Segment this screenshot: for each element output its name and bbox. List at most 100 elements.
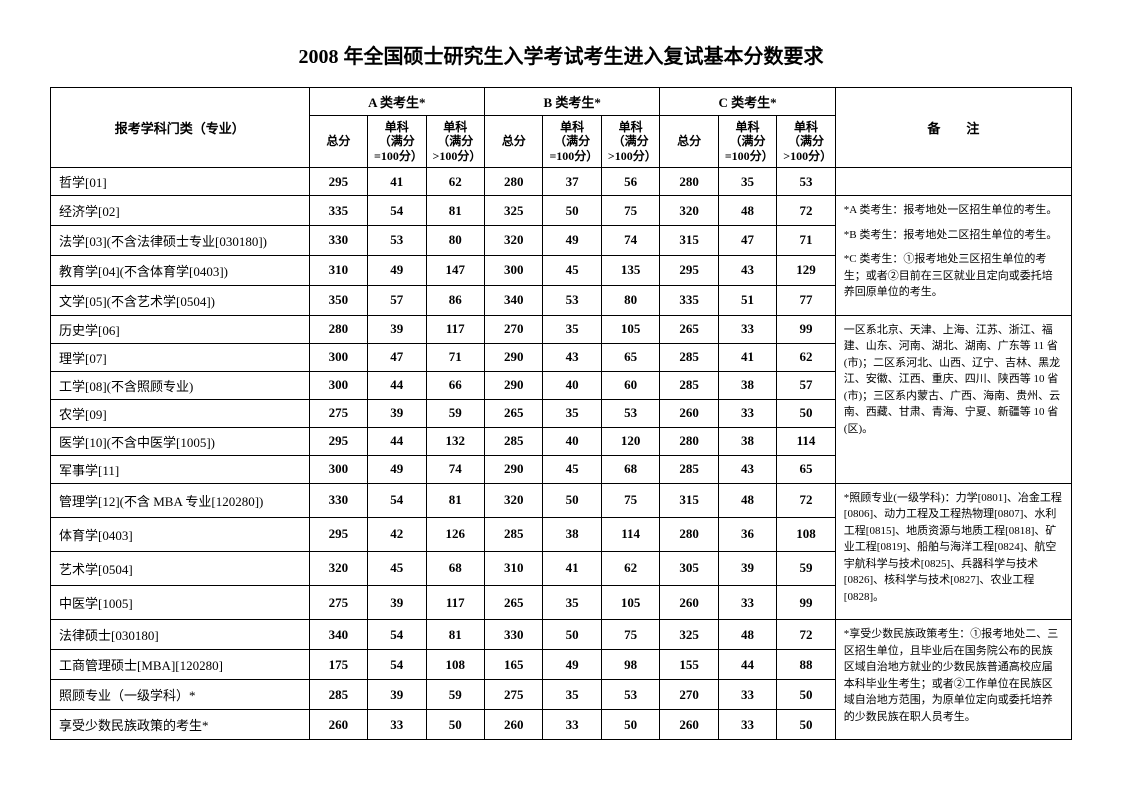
score-cell: 74 xyxy=(601,226,659,256)
score-cell: 129 xyxy=(777,255,836,285)
score-cell: 54 xyxy=(368,483,426,517)
score-cell: 275 xyxy=(309,586,367,620)
score-cell: 260 xyxy=(484,710,542,740)
score-cell: 49 xyxy=(543,650,601,680)
major-cell: 文学[05](不含艺术学[0504]) xyxy=(51,285,310,315)
major-cell: 管理学[12](不含 MBA 专业[120280]) xyxy=(51,483,310,517)
major-cell: 哲学[01] xyxy=(51,168,310,196)
score-cell: 81 xyxy=(426,483,484,517)
table-row: 哲学[01]295416228037562803553 xyxy=(51,168,1072,196)
score-cell: 62 xyxy=(601,551,659,585)
score-cell: 114 xyxy=(601,517,659,551)
score-cell: 72 xyxy=(777,620,836,650)
score-cell: 280 xyxy=(660,517,718,551)
score-cell: 310 xyxy=(484,551,542,585)
score-cell: 47 xyxy=(368,343,426,371)
score-cell: 39 xyxy=(368,315,426,343)
major-cell: 历史学[06] xyxy=(51,315,310,343)
score-cell: 98 xyxy=(601,650,659,680)
score-cell: 285 xyxy=(484,427,542,455)
major-cell: 工商管理硕士[MBA][120280] xyxy=(51,650,310,680)
score-cell: 59 xyxy=(426,399,484,427)
score-cell: 265 xyxy=(660,315,718,343)
score-cell: 50 xyxy=(777,680,836,710)
score-cell: 33 xyxy=(718,586,776,620)
score-cell: 48 xyxy=(718,620,776,650)
score-cell: 44 xyxy=(368,427,426,455)
header-group-b: B 类考生* xyxy=(484,88,659,116)
major-cell: 军事学[11] xyxy=(51,455,310,483)
score-cell: 53 xyxy=(543,285,601,315)
score-cell: 68 xyxy=(426,551,484,585)
score-cell: 335 xyxy=(660,285,718,315)
score-cell: 44 xyxy=(718,650,776,680)
major-cell: 医学[10](不含中医学[1005]) xyxy=(51,427,310,455)
score-cell: 66 xyxy=(426,371,484,399)
score-cell: 35 xyxy=(543,586,601,620)
major-cell: 艺术学[0504] xyxy=(51,551,310,585)
score-cell: 50 xyxy=(543,196,601,226)
major-cell: 享受少数民族政策的考生* xyxy=(51,710,310,740)
score-cell: 300 xyxy=(309,371,367,399)
score-cell: 105 xyxy=(601,586,659,620)
score-cell: 39 xyxy=(368,680,426,710)
score-cell: 280 xyxy=(660,168,718,196)
major-cell: 法学[03](不含法律硕士专业[030180]) xyxy=(51,226,310,256)
notes-cell: *照顾专业(一级学科)：力学[0801]、冶金工程[0806]、动力工程及工程热… xyxy=(835,483,1071,620)
score-cell: 37 xyxy=(543,168,601,196)
score-cell: 36 xyxy=(718,517,776,551)
score-cell: 40 xyxy=(543,371,601,399)
score-cell: 68 xyxy=(601,455,659,483)
score-cell: 155 xyxy=(660,650,718,680)
score-cell: 35 xyxy=(543,680,601,710)
major-cell: 经济学[02] xyxy=(51,196,310,226)
score-cell: 57 xyxy=(368,285,426,315)
score-cell: 105 xyxy=(601,315,659,343)
score-cell: 62 xyxy=(426,168,484,196)
score-cell: 75 xyxy=(601,620,659,650)
score-cell: 285 xyxy=(309,680,367,710)
score-cell: 72 xyxy=(777,196,836,226)
score-cell: 108 xyxy=(426,650,484,680)
score-cell: 50 xyxy=(777,710,836,740)
score-cell: 35 xyxy=(718,168,776,196)
score-cell: 320 xyxy=(484,226,542,256)
score-cell: 295 xyxy=(309,517,367,551)
major-cell: 照顾专业（一级学科）* xyxy=(51,680,310,710)
score-cell: 320 xyxy=(660,196,718,226)
major-cell: 教育学[04](不含体育学[0403]) xyxy=(51,255,310,285)
score-cell: 260 xyxy=(660,710,718,740)
score-cell: 290 xyxy=(484,371,542,399)
score-cell: 335 xyxy=(309,196,367,226)
score-cell: 53 xyxy=(601,399,659,427)
score-cell: 50 xyxy=(543,620,601,650)
score-cell: 88 xyxy=(777,650,836,680)
score-cell: 108 xyxy=(777,517,836,551)
header-c-total: 总分 xyxy=(660,116,718,168)
score-cell: 45 xyxy=(368,551,426,585)
score-cell: 330 xyxy=(309,483,367,517)
score-cell: 340 xyxy=(484,285,542,315)
table-header: 报考学科门类（专业） A 类考生* B 类考生* C 类考生* 备 注 总分 单… xyxy=(51,88,1072,168)
score-cell: 50 xyxy=(543,483,601,517)
header-b-sub100: 单科（满分=100分） xyxy=(543,116,601,168)
notes-cell: 一区系北京、天津、上海、江苏、浙江、福建、山东、河南、湖北、湖南、广东等 11 … xyxy=(835,315,1071,483)
score-cell: 175 xyxy=(309,650,367,680)
score-cell: 315 xyxy=(660,226,718,256)
score-cell: 65 xyxy=(601,343,659,371)
score-cell: 290 xyxy=(484,455,542,483)
score-cell: 33 xyxy=(368,710,426,740)
score-cell: 38 xyxy=(543,517,601,551)
major-cell: 工学[08](不含照顾专业) xyxy=(51,371,310,399)
score-cell: 53 xyxy=(601,680,659,710)
score-cell: 325 xyxy=(484,196,542,226)
header-c-sub100: 单科（满分=100分） xyxy=(718,116,776,168)
header-a-subgt100: 单科（满分>100分） xyxy=(426,116,484,168)
score-cell: 305 xyxy=(660,551,718,585)
score-cell: 39 xyxy=(718,551,776,585)
score-cell: 270 xyxy=(484,315,542,343)
score-cell: 54 xyxy=(368,650,426,680)
score-cell: 40 xyxy=(543,427,601,455)
score-cell: 320 xyxy=(484,483,542,517)
score-cell: 49 xyxy=(368,455,426,483)
